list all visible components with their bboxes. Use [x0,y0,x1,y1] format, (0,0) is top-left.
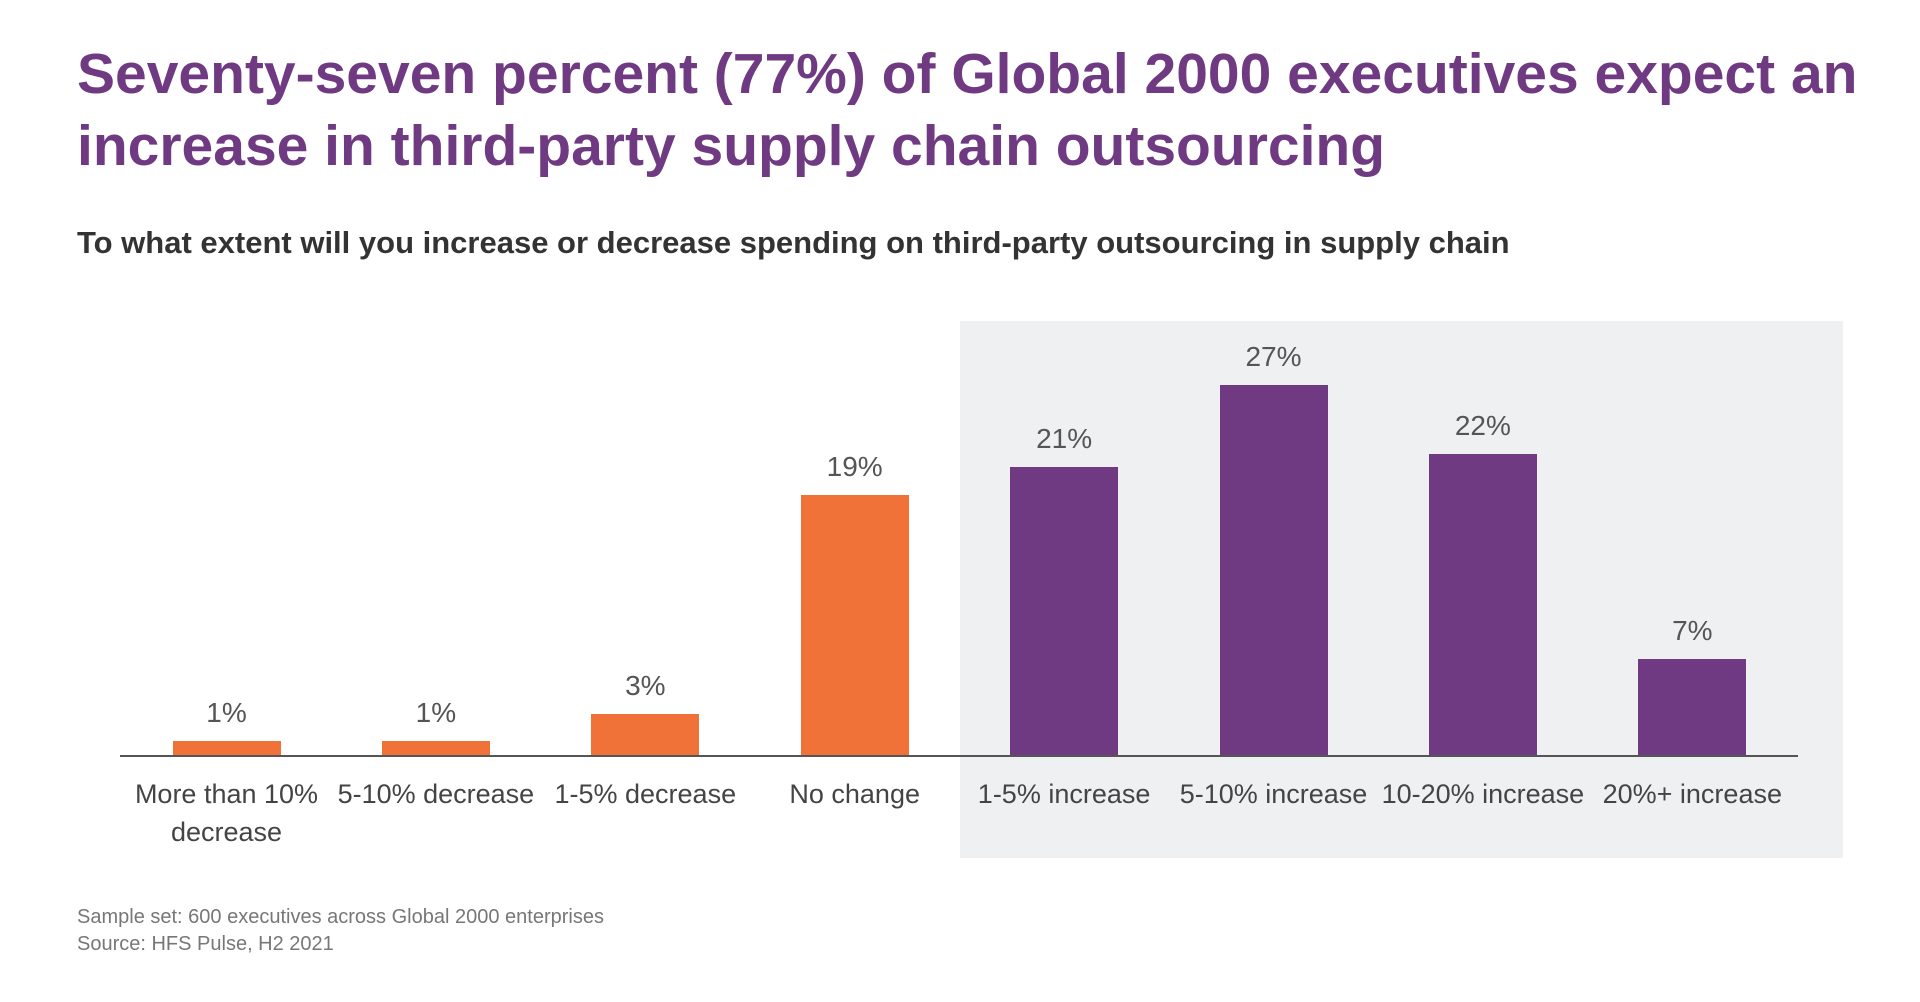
x-axis-line [120,755,1798,757]
x-tick-label: 5-10% decrease [337,779,535,809]
bar [1638,659,1747,755]
data-label: 1% [206,697,247,729]
x-tick-label: No change [789,779,920,809]
chart-title: Seventy-seven percent (77%) of Global 20… [77,42,1858,178]
x-tick-label: 10-20% increase [1381,779,1585,809]
bar [1010,467,1119,755]
x-tick-label: 1-5% increase [977,779,1151,809]
bar [172,741,281,755]
data-label: 19% [826,450,883,482]
chart-subtitle: To what extent will you increase or decr… [77,225,1510,260]
data-label: 3% [625,669,666,701]
x-tick-label: More than 10% decrease [134,779,319,847]
data-label: 22% [1454,409,1511,441]
data-label: 21% [1036,423,1093,455]
note: Sample set: 600 executives across Global… [77,906,604,928]
bar [591,713,700,755]
x-tick-label: 20%+ increase [1602,779,1782,809]
bar [381,741,490,755]
x-tick-label: 1-5% decrease [554,779,737,809]
bar [1428,453,1537,755]
bar [800,494,909,755]
data-label: 7% [1672,615,1713,647]
note: Source: HFS Pulse, H2 2021 [77,933,334,955]
bar [1219,385,1328,755]
x-tick-label: 5-10% increase [1179,779,1368,809]
data-label: 27% [1245,341,1302,373]
data-label: 1% [415,697,457,729]
